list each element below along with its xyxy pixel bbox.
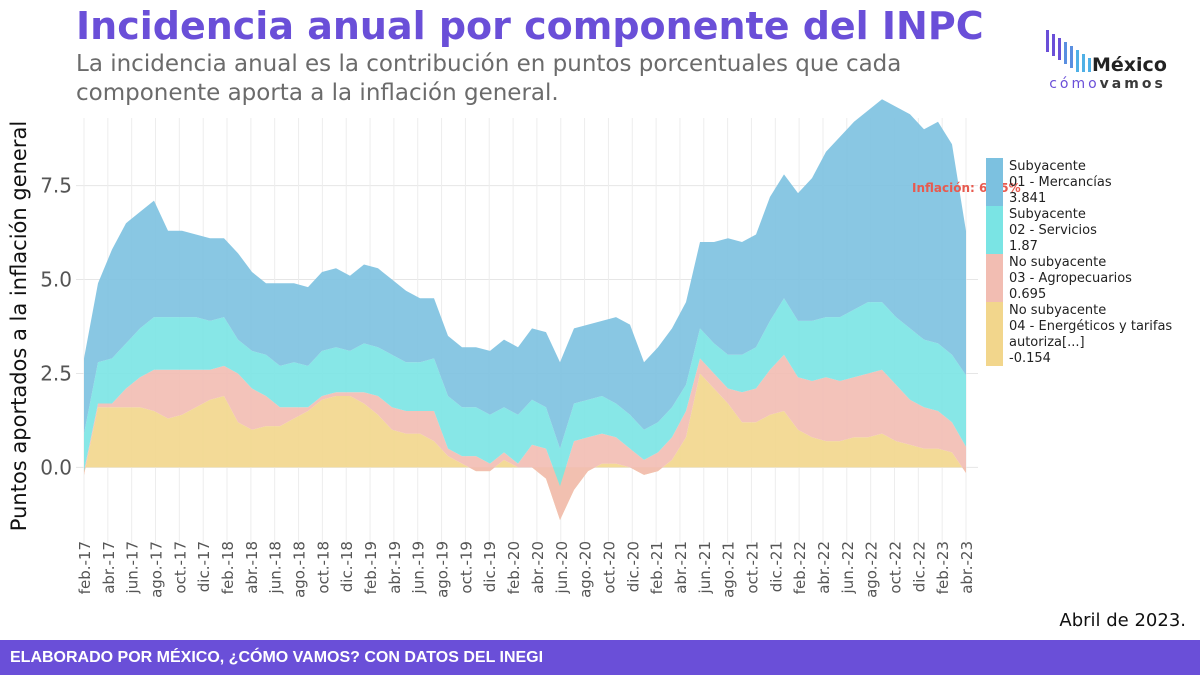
legend-swatch (986, 158, 1003, 206)
mexico-como-vamos-logo: México cómovamos (1040, 26, 1180, 98)
x-tick-label: abr.-22 (815, 541, 833, 594)
legend-item-agropecuarios: No subyacente 03 - Agropecuarios 0.695 (986, 254, 1198, 302)
legend-swatch (986, 254, 1003, 302)
x-tick-label: dic.-21 (767, 541, 785, 592)
x-tick-label: dic.-19 (481, 541, 499, 592)
y-tick-label: 0.0 (40, 455, 72, 479)
x-tick-label: ago.-20 (577, 541, 595, 598)
x-tick-label: abr.-21 (672, 541, 690, 594)
logo-tagline: cómovamos (1040, 76, 1175, 92)
x-tick-label: ago.-18 (291, 541, 309, 598)
x-tick-label: abr.-20 (529, 541, 547, 594)
x-tick-label: oct.-17 (171, 541, 189, 594)
legend-item-servicios: Subyacente 02 - Servicios 1.87 (986, 206, 1198, 254)
x-tick-label: abr.-19 (386, 541, 404, 594)
legend: Subyacente 01 - Mercancías 3.841 Subyacent… (986, 158, 1198, 366)
y-axis-label: Puntos aportados a la inflación general (7, 121, 31, 531)
area-energeticos (84, 373, 966, 520)
x-tick-label: feb.-21 (648, 541, 666, 594)
x-tick-label: abr.-18 (243, 541, 261, 594)
x-tick-label: dic.-18 (338, 541, 356, 592)
x-tick-label: ago.-19 (434, 541, 452, 598)
legend-label: No subyacente 03 - Agropecuarios 0.695 (1009, 255, 1132, 302)
x-tick-label: jun.-19 (410, 541, 428, 594)
area-agropecuarios (84, 354, 966, 520)
area-servicios (84, 298, 966, 487)
x-tick-label: feb.-23 (934, 541, 952, 594)
x-tick-label: oct.-19 (457, 541, 475, 594)
x-tick-label: feb.-20 (505, 541, 523, 594)
legend-item-mercancias: Subyacente 01 - Mercancías 3.841 (986, 158, 1198, 206)
x-tick-label: feb.-18 (219, 541, 237, 594)
y-tick-label: 7.5 (40, 174, 72, 198)
legend-swatch (986, 302, 1003, 366)
x-tick-label: jun.-17 (124, 541, 142, 594)
chart-subtitle: La incidencia anual es la contribución e… (76, 51, 902, 106)
x-tick-label: jun.-18 (267, 541, 285, 594)
legend-swatch (986, 206, 1003, 254)
x-tick-label: abr.-17 (100, 541, 118, 594)
legend-label: Subyacente 01 - Mercancías 3.841 (1009, 159, 1112, 206)
legend-label: Subyacente 02 - Servicios 1.87 (1009, 207, 1097, 254)
x-tick-label: abr.-23 (958, 541, 976, 594)
x-tick-label: ago.-22 (863, 541, 881, 598)
x-tick-label: jun.-21 (696, 541, 714, 594)
logo-tag-light: cómo (1049, 76, 1100, 92)
legend-label: No subyacente 04 - Energéticos y tarifas a… (1009, 303, 1173, 366)
bars-logo-icon (1046, 30, 1091, 72)
x-tick-label: feb.-22 (791, 541, 809, 594)
area-mercancias (84, 99, 966, 449)
x-tick-label: dic.-17 (195, 541, 213, 592)
x-tick-label: jun.-20 (553, 541, 571, 594)
logo-tag-bold: vamos (1099, 76, 1166, 92)
x-tick-label: oct.-21 (743, 541, 761, 594)
x-tick-label: feb.-17 (76, 541, 94, 594)
y-tick-label: 5.0 (40, 268, 72, 292)
x-tick-label: oct.-22 (886, 541, 904, 594)
y-tick-label: 2.5 (40, 361, 72, 385)
x-tick-label: oct.-20 (600, 541, 618, 594)
legend-item-energeticos: No subyacente 04 - Energéticos y tarifas a… (986, 302, 1198, 366)
x-tick-label: dic.-22 (910, 541, 928, 592)
chart-title: Incidencia anual por componente del INPC (76, 4, 984, 48)
logo-name: México (1092, 54, 1167, 76)
x-tick-label: dic.-20 (624, 541, 642, 592)
footer-credit: ELABORADO POR MÉXICO, ¿CÓMO VAMOS? CON D… (0, 640, 1200, 675)
x-tick-label: jun.-22 (839, 541, 857, 594)
x-tick-label: oct.-18 (314, 541, 332, 594)
stacked-area-chart: 0.0 2.5 5.0 7.5 feb.-17 abr.-17 jun.-17 ago.-17… (7, 99, 1021, 598)
x-tick-label: ago.-17 (148, 541, 166, 598)
x-tick-label: feb.-19 (362, 541, 380, 594)
date-note: Abril de 2023. (1059, 610, 1186, 631)
x-tick-label: ago.-21 (720, 541, 738, 598)
